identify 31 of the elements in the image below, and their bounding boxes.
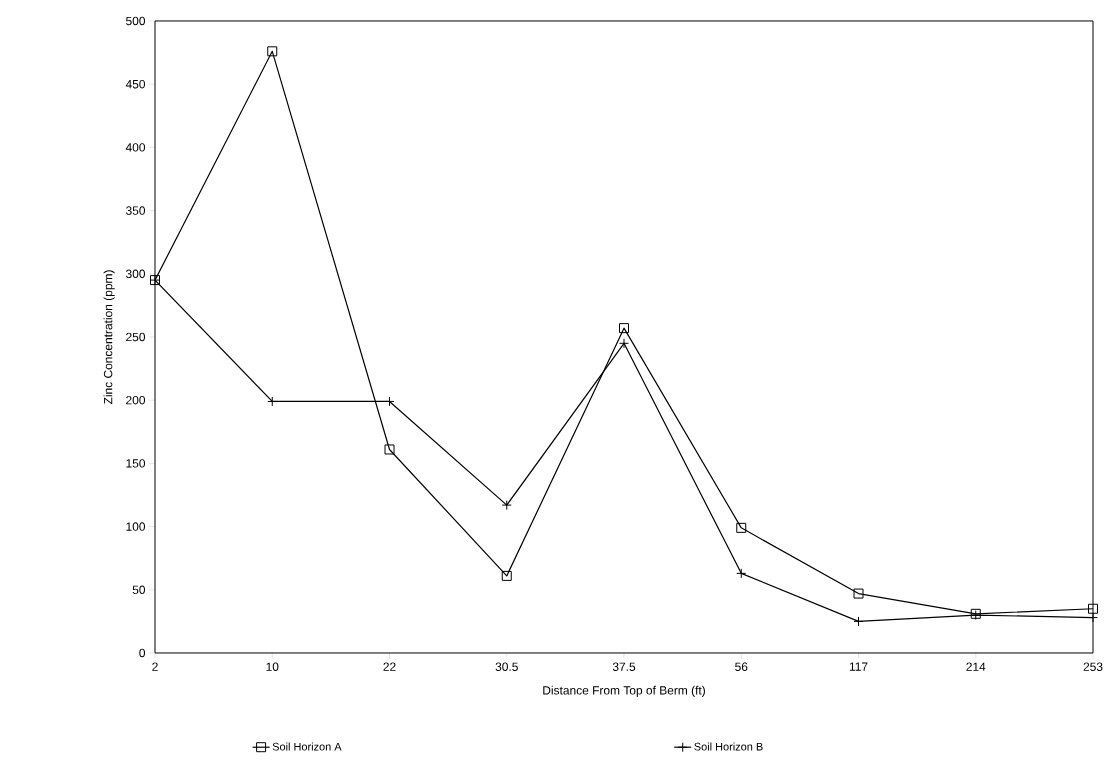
y-tick-label: 500 [126, 16, 146, 26]
y-tick-label: 250 [126, 332, 146, 342]
y-tick-label: 200 [126, 395, 146, 405]
y-tick-label: 50 [132, 585, 146, 595]
point [267, 46, 278, 57]
y-tick-label: 400 [125, 143, 146, 152]
x-tick-label: 37.5 [612, 662, 636, 671]
x-tick-label: 117 [849, 662, 868, 671]
y-tick-label: 350 [125, 206, 146, 215]
y-tick-label: 150 [126, 459, 146, 468]
y-tick-label: 0 [139, 648, 146, 658]
legend-label: Soil Horizon A [272, 742, 342, 751]
legend-label: Soil Horizon B [694, 742, 763, 751]
y-tick-label: 300 [125, 269, 146, 279]
point [736, 522, 747, 533]
x-tick-label: 253 [1083, 662, 1103, 671]
x-tick-label: 10 [266, 662, 279, 671]
point [501, 570, 512, 581]
point [384, 444, 395, 455]
point [853, 588, 864, 599]
x-tick-label: 22 [383, 662, 396, 671]
x-tick-label: 56 [735, 662, 748, 671]
x-axis-title: Distance From Top of Berm (ft) [543, 685, 705, 697]
y-axis-title: Zinc Concentration (ppm) [103, 270, 115, 405]
x-tick-label: 214 [966, 662, 986, 671]
x-tick-label: 30.5 [495, 662, 518, 671]
y-tick-label: 100 [126, 522, 146, 531]
point [1088, 603, 1099, 614]
point [619, 323, 630, 334]
y-tick-label: 450 [125, 79, 146, 89]
x-tick-label: 2 [152, 662, 158, 671]
